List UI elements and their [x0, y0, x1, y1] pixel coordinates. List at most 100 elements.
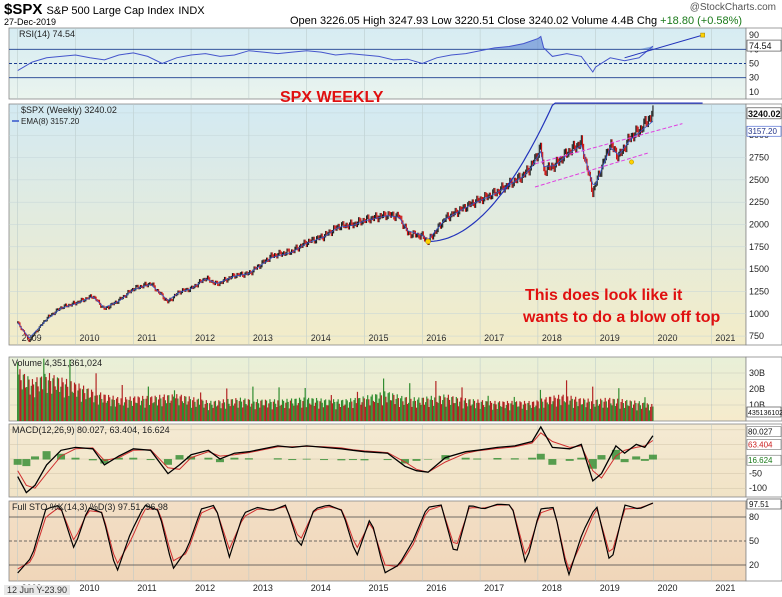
volume-bar — [580, 404, 582, 421]
volume-bar — [428, 407, 430, 421]
volume-bar — [322, 407, 324, 421]
volume-bar — [431, 400, 434, 421]
x-tick-label: 2017 — [484, 333, 504, 343]
volume-bar — [476, 402, 478, 421]
volume-bar — [518, 406, 520, 421]
volume-bar — [368, 399, 370, 421]
volume-bar — [122, 405, 124, 421]
volume-bar — [512, 404, 514, 421]
volume-bar — [248, 399, 251, 421]
volume-bar — [198, 404, 201, 421]
volume-bar — [442, 400, 444, 421]
volume-bar — [32, 384, 35, 421]
volume-bar — [264, 399, 267, 421]
volume-bar — [508, 403, 510, 421]
volume-bar — [465, 403, 468, 421]
macd-histogram-bar — [473, 458, 482, 460]
volume-bar — [222, 399, 224, 421]
volume-bar — [85, 399, 87, 421]
macd-histogram-bar — [163, 459, 172, 465]
volume-bar — [371, 394, 373, 421]
volume-bar — [34, 397, 36, 421]
volume-bar — [389, 400, 392, 421]
volume-label: Volume — [571, 15, 609, 27]
volume-bar — [356, 391, 359, 421]
volume-bar — [521, 408, 523, 421]
volume-bar — [340, 400, 343, 421]
volume-bar — [129, 396, 131, 421]
volume-bar — [404, 397, 406, 421]
volume-bar — [246, 405, 248, 421]
volume-bar — [542, 401, 544, 421]
volume-bar — [583, 398, 585, 421]
x-tick-label-bottom: 2014 — [311, 583, 331, 593]
volume-bar — [451, 397, 453, 421]
volume-bar — [175, 398, 177, 421]
macd-y-tick: -100 — [749, 483, 767, 493]
volume-bar — [94, 395, 96, 421]
volume-bar — [135, 402, 137, 421]
volume-bar — [472, 399, 474, 421]
volume-bar — [558, 394, 560, 421]
volume-bar — [622, 403, 624, 421]
volume-bar — [184, 396, 186, 421]
volume-bar — [156, 405, 159, 421]
volume-bar — [235, 398, 237, 421]
volume-bar — [277, 400, 279, 421]
macd-histogram-bar — [597, 455, 606, 460]
volume-bar — [212, 407, 214, 421]
volume-bar — [613, 399, 615, 421]
volume-bar — [161, 406, 163, 421]
volume-value: 4.4B — [611, 15, 634, 27]
volume-bar — [48, 373, 51, 421]
volume-bar — [630, 401, 632, 421]
volume-bar — [393, 394, 395, 421]
x-tick-label: 2019 — [600, 333, 620, 343]
volume-bar — [384, 391, 386, 421]
volume-bar — [529, 405, 531, 421]
symbol: $SPX — [4, 1, 43, 18]
macd-histogram-bar — [114, 457, 123, 460]
volume-bar — [642, 403, 644, 421]
volume-bar — [131, 405, 134, 421]
volume-bar — [28, 379, 30, 421]
rsi-y-tick: 30 — [749, 73, 759, 83]
volume-bar — [194, 401, 196, 421]
volume-bar — [39, 377, 41, 421]
volume-bar — [234, 403, 236, 421]
volume-bar — [437, 402, 439, 421]
volume-bar — [412, 401, 414, 421]
x-tick-label: 2015 — [368, 333, 388, 343]
volume-bar — [550, 396, 552, 421]
volume-bar — [601, 400, 603, 421]
volume-y-tick: 10B — [749, 400, 765, 410]
volume-bar — [59, 391, 61, 421]
volume-bar — [377, 402, 379, 421]
volume-bar — [283, 400, 285, 421]
volume-bar — [337, 399, 339, 421]
volume-bar — [18, 374, 20, 421]
volume-bar — [114, 406, 116, 421]
macd-histogram-bar — [230, 457, 239, 460]
rsi-y-tick: 50 — [749, 59, 759, 69]
volume-bar — [100, 392, 102, 421]
macd-histogram-bar — [620, 459, 629, 463]
volume-bar — [468, 399, 470, 421]
volume-bar — [292, 403, 294, 421]
volume-bar — [275, 403, 277, 421]
volume-bar — [587, 398, 589, 421]
comment-line-2: wants to do a blow off top — [522, 309, 721, 326]
volume-bar — [633, 404, 635, 421]
volume-bar — [301, 407, 303, 421]
volume-bar — [631, 407, 634, 421]
volume-bar — [193, 397, 195, 421]
volume-bar — [255, 402, 257, 421]
price-y-tick: 1000 — [749, 309, 769, 319]
x-tick-label-bottom: 2019 — [600, 583, 620, 593]
macd-line — [17, 425, 654, 494]
volume-bar — [548, 396, 551, 421]
x-tick-label-bottom: 2018 — [542, 583, 562, 593]
volume-bar — [23, 373, 26, 421]
macd-histogram-bar — [302, 458, 311, 460]
volume-bar — [590, 401, 593, 421]
